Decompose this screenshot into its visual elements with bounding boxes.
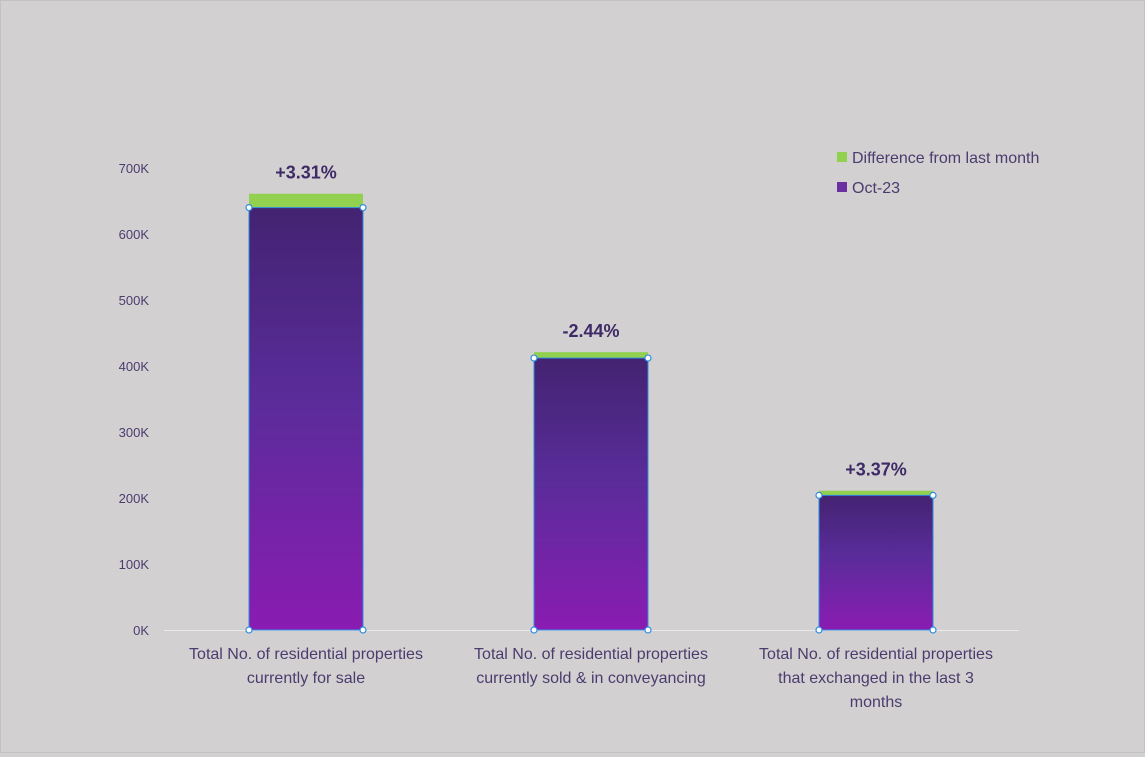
legend-label: Oct-23 xyxy=(852,180,900,197)
bar-group[interactable]: +3.31% xyxy=(245,163,367,634)
y-axis: 0K 100K 200K 300K 400K 500K 600K 700K xyxy=(119,161,1019,638)
y-tick-label: 0K xyxy=(133,623,149,638)
legend-swatch xyxy=(837,152,847,162)
selection-handle[interactable] xyxy=(815,491,823,499)
category-labels: Total No. of residential properties curre… xyxy=(189,646,993,711)
category-label-line: currently sold & in conveyancing xyxy=(476,670,705,687)
category-label-line: that exchanged in the last 3 xyxy=(778,670,974,687)
bar-group[interactable]: -2.44% xyxy=(530,321,652,634)
selection-handle[interactable] xyxy=(929,626,937,634)
category-label-line: months xyxy=(850,694,902,711)
y-tick-label: 400K xyxy=(119,359,150,374)
oct-23-bar[interactable] xyxy=(818,494,934,631)
y-tick-label: 600K xyxy=(119,227,150,242)
selection-handle[interactable] xyxy=(245,626,253,634)
y-tick-label: 200K xyxy=(119,491,150,506)
legend-swatch xyxy=(837,182,847,192)
selection-handle[interactable] xyxy=(245,204,253,212)
y-tick-label: 300K xyxy=(119,425,150,440)
selection-handle[interactable] xyxy=(359,626,367,634)
y-tick-label: 700K xyxy=(119,161,150,176)
selection-handle[interactable] xyxy=(530,626,538,634)
selection-handle[interactable] xyxy=(644,626,652,634)
category-label-line: Total No. of residential properties xyxy=(474,646,708,663)
legend: Difference from last month Oct-23 xyxy=(837,150,1039,197)
bar-group[interactable]: +3.37% xyxy=(815,460,937,634)
oct-23-bar[interactable] xyxy=(533,357,649,631)
category-label: Total No. of residential properties curre… xyxy=(474,646,708,687)
selection-handle[interactable] xyxy=(530,354,538,362)
data-label: -2.44% xyxy=(562,321,619,341)
selection-handle[interactable] xyxy=(644,354,652,362)
category-label-line: currently for sale xyxy=(247,670,365,687)
bars: +3.31% -2.44% +3.37% xyxy=(245,163,937,634)
category-label: Total No. of residential properties curre… xyxy=(189,646,423,687)
legend-item[interactable]: Difference from last month xyxy=(837,150,1039,167)
difference-bar[interactable] xyxy=(534,352,648,359)
difference-bar[interactable] xyxy=(249,193,363,208)
selection-handle[interactable] xyxy=(815,626,823,634)
selection-handle[interactable] xyxy=(929,491,937,499)
category-label-line: Total No. of residential properties xyxy=(759,646,993,663)
legend-label: Difference from last month xyxy=(852,150,1039,167)
selection-handle[interactable] xyxy=(359,204,367,212)
category-label: Total No. of residential properties that … xyxy=(759,646,993,711)
category-label-line: Total No. of residential properties xyxy=(189,646,423,663)
y-tick-label: 100K xyxy=(119,557,150,572)
oct-23-bar[interactable] xyxy=(248,207,364,631)
y-tick-label: 500K xyxy=(119,293,150,308)
difference-bar[interactable] xyxy=(819,490,933,496)
data-label: +3.37% xyxy=(845,460,907,480)
legend-item[interactable]: Oct-23 xyxy=(837,180,900,197)
data-label: +3.31% xyxy=(275,163,337,183)
